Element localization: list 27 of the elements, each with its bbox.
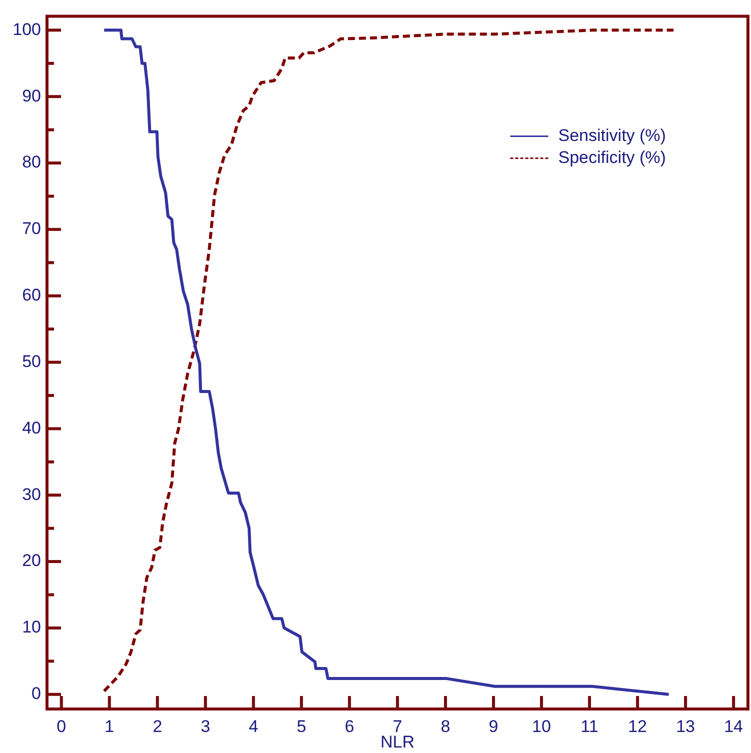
y-tick-label: 0 xyxy=(32,684,41,704)
x-tick-label: 9 xyxy=(488,716,498,736)
x-tick-label: 4 xyxy=(248,716,258,736)
x-tick-label: 14 xyxy=(724,716,744,736)
y-tick-label: 80 xyxy=(22,152,41,172)
legend-label: Sensitivity (%) xyxy=(558,126,666,145)
x-tick-label: 1 xyxy=(104,716,114,736)
x-tick-label: 13 xyxy=(676,716,695,736)
y-tick-label: 40 xyxy=(22,418,41,438)
legend-label: Specificity (%) xyxy=(558,148,666,167)
y-tick-label: 50 xyxy=(22,352,41,371)
x-tick-label: 6 xyxy=(344,716,354,736)
x-tick-label: 5 xyxy=(296,716,306,736)
y-tick-label: 60 xyxy=(22,286,41,305)
y-tick-label: 10 xyxy=(22,618,41,637)
y-tick-label: 20 xyxy=(22,551,41,570)
y-tick-label: 70 xyxy=(22,219,41,238)
y-tick-label: 100 xyxy=(12,20,41,39)
x-tick-label: 0 xyxy=(56,716,66,736)
y-tick-label: 30 xyxy=(22,484,41,504)
x-tick-label: 3 xyxy=(200,716,210,736)
x-tick-label: 8 xyxy=(440,716,450,736)
x-tick-label: 2 xyxy=(152,716,162,736)
x-tick-label: 12 xyxy=(628,716,647,736)
x-tick-label: 10 xyxy=(532,716,551,736)
x-tick-label: 11 xyxy=(580,716,598,736)
y-tick-label: 90 xyxy=(22,86,41,106)
